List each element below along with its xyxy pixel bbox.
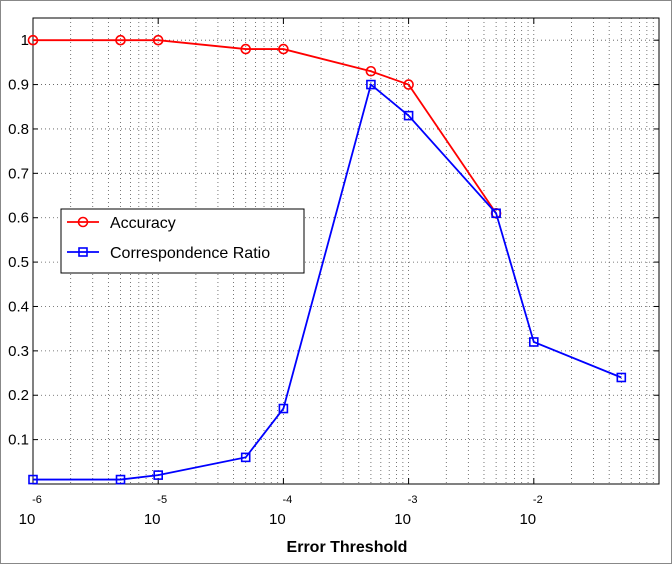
y-tick-label: 0.2: [8, 387, 29, 404]
plot-area-border: [32, 17, 660, 485]
legend-label: Accuracy: [110, 215, 176, 232]
data-point-square: [240, 452, 251, 463]
data-point-square: [528, 337, 539, 347]
legend: Accuracy Correspondence Ratio: [60, 208, 305, 274]
y-tick-label: 0.4: [8, 298, 29, 315]
x-tick-label-base: 10: [269, 511, 286, 528]
x-tick-label-base: 10: [519, 511, 536, 528]
data-point-circle: [152, 34, 164, 46]
y-tick-label: 0.8: [8, 121, 29, 138]
data-point-square: [278, 403, 289, 414]
series-1: [28, 79, 627, 485]
x-tick-label-base: 10: [394, 511, 411, 528]
data-point-circle: [365, 65, 377, 77]
data-point-square: [153, 470, 163, 480]
data-point-circle: [27, 34, 39, 46]
y-tick-label: 0.3: [8, 343, 29, 360]
data-point-circle: [278, 43, 289, 55]
x-axis-title: Error Threshold: [287, 539, 408, 556]
data-point-square: [616, 372, 627, 383]
x-tick-label-exponent: -2: [533, 494, 543, 506]
data-point-square: [366, 79, 376, 90]
data-point-circle: [115, 34, 126, 46]
legend-label: Correspondence Ratio: [110, 245, 270, 262]
data-point-square: [28, 474, 38, 485]
y-tick-label: 0.5: [8, 254, 29, 271]
legend-marker-square: [78, 247, 88, 257]
x-tick-label-base: 10: [144, 511, 161, 528]
data-point-square: [491, 208, 501, 219]
data-point-circle: [403, 79, 414, 90]
data-point-square: [403, 110, 414, 121]
y-tick-label: 1: [21, 32, 29, 49]
legend-marker-circle: [77, 216, 89, 228]
data-point-square: [115, 474, 126, 485]
legend-box: [60, 208, 305, 274]
y-tick-label: 0.6: [8, 210, 29, 227]
y-tick-label: 0.7: [8, 165, 29, 182]
data-point-circle: [240, 43, 252, 55]
y-tick-label: 0.1: [8, 432, 29, 449]
x-tick-label-exponent: -3: [408, 494, 418, 506]
x-tick-label-exponent: -6: [32, 494, 42, 506]
x-tick-label-exponent: -4: [283, 494, 293, 506]
x-tick-label-exponent: -5: [157, 494, 167, 506]
series-line-square: [33, 82, 622, 481]
x-tick-label-base: 10: [19, 511, 36, 528]
series-0: [27, 34, 502, 219]
y-tick-label: 0.9: [8, 77, 29, 94]
series-line-circle: [33, 39, 497, 214]
